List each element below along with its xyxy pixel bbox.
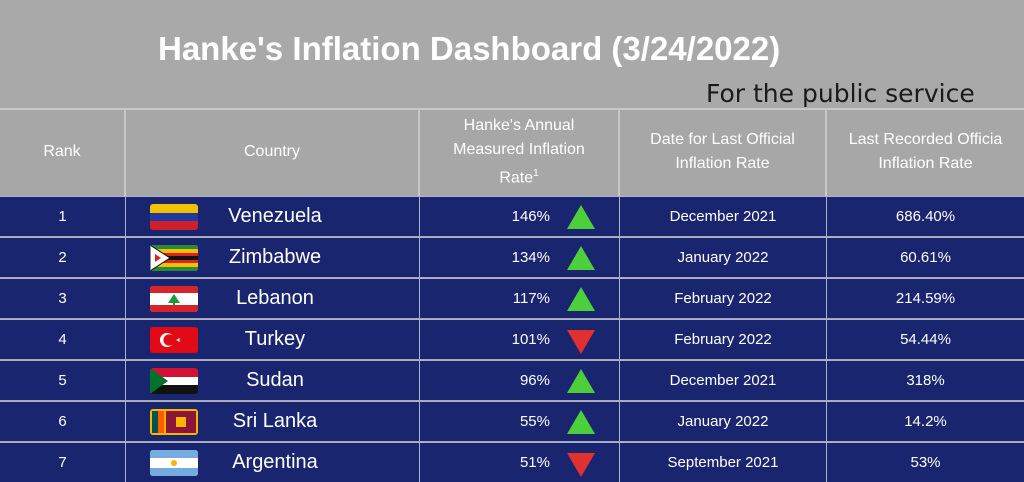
country-cell xyxy=(126,197,420,236)
hanke-rate-value: 101% xyxy=(511,331,550,348)
country-name: Zimbabwe xyxy=(228,246,322,268)
venezuela-flag-icon xyxy=(150,204,198,230)
date-cell: December 2021 xyxy=(620,197,827,236)
official-rate-cell: 53% xyxy=(910,454,941,471)
official-rate-cell: 318% xyxy=(906,372,945,389)
date-cell: January 2022 xyxy=(620,238,827,277)
date-cell: December 2021 xyxy=(620,361,827,400)
header-official-line2: Inflation Rate xyxy=(878,155,973,172)
country-name: Sri Lanka xyxy=(232,410,318,432)
hanke-rate-value: 55% xyxy=(519,413,550,430)
header-country: Country xyxy=(126,108,420,196)
official-rate-cell: 214.59% xyxy=(895,290,956,307)
hanke-rate-cell xyxy=(420,197,620,236)
country-name: Lebanon xyxy=(236,287,314,309)
trend-up-icon xyxy=(567,246,595,270)
country-cell xyxy=(126,361,420,400)
trend-down-icon xyxy=(567,330,595,354)
date-cell: February 2022 xyxy=(620,320,827,359)
rank-cell: 3 xyxy=(0,279,126,318)
table-row: 7 Argentina 51% September 2021 53% xyxy=(0,442,1024,482)
table-row: 3 Lebanon 117% February 2022 214.59% xyxy=(0,278,1024,318)
footnote-marker: 1 xyxy=(533,167,539,179)
hanke-rate-cell xyxy=(420,443,620,482)
hanke-rate-cell xyxy=(420,238,620,277)
rank-cell: 5 xyxy=(0,361,126,400)
rank-cell: 6 xyxy=(0,402,126,441)
official-rate-cell: 54.44% xyxy=(900,331,951,348)
header-date-line1: Date for Last Official xyxy=(650,131,795,148)
hanke-rate-value: 51% xyxy=(519,454,550,471)
hanke-rate-value: 117% xyxy=(512,290,550,307)
table-row: 4 Turkey 101% February 2022 54.44% xyxy=(0,319,1024,359)
header-date: Date for Last Official Inflation Rate xyxy=(620,108,827,196)
table-row: 1 Venezuela 146% December 2021 686.40% xyxy=(0,196,1024,236)
rank-cell: 4 xyxy=(0,320,126,359)
hanke-rate-cell xyxy=(420,361,620,400)
header-hanke-line2: Measured Inflation xyxy=(453,140,585,158)
header-official-rate: Last Recorded Officia Inflation Rate xyxy=(827,108,1024,196)
header-rank: Rank xyxy=(0,108,126,196)
country-cell xyxy=(126,320,420,359)
country-name: Turkey xyxy=(244,328,306,350)
table-header-row xyxy=(0,108,1024,196)
official-rate-cell: 686.40% xyxy=(895,208,956,225)
trend-down-icon xyxy=(567,453,595,477)
hanke-rate-value: 134% xyxy=(511,249,550,266)
rank-cell: 1 xyxy=(0,197,126,236)
zimbabwe-flag-icon xyxy=(150,245,198,271)
turkey-flag-icon xyxy=(150,327,198,353)
official-rate-cell: 60.61% xyxy=(900,249,951,266)
table-row: 5 Sudan 96% December 2021 318% xyxy=(0,360,1024,400)
header-hanke-rate: Hanke's Annual Measured Inflation Rate1 xyxy=(420,108,620,196)
country-cell xyxy=(126,402,420,441)
country-cell xyxy=(126,279,420,318)
trend-up-icon xyxy=(567,287,595,311)
country-cell xyxy=(126,238,420,277)
hanke-rate-cell xyxy=(420,279,620,318)
header-official-line1: Last Recorded Officia xyxy=(848,131,1003,148)
country-cell xyxy=(126,443,420,482)
country-name: Sudan xyxy=(246,369,304,391)
date-cell: January 2022 xyxy=(620,402,827,441)
page-subtitle: For the public service xyxy=(706,79,975,108)
hanke-rate-value: 96% xyxy=(519,372,550,389)
trend-up-icon xyxy=(567,410,595,434)
rank-cell: 7 xyxy=(0,443,126,482)
trend-up-icon xyxy=(567,369,595,393)
trend-up-icon xyxy=(567,205,595,229)
date-cell: February 2022 xyxy=(620,279,827,318)
hanke-rate-cell xyxy=(420,320,620,359)
header-date-line2: Inflation Rate xyxy=(675,155,770,172)
date-cell: September 2021 xyxy=(620,443,827,482)
sudan-flag-icon xyxy=(150,368,198,394)
official-rate-cell: 14.2% xyxy=(904,413,947,430)
page-title: Hanke's Inflation Dashboard (3/24/2022) xyxy=(158,30,781,67)
argentina-flag-icon xyxy=(150,450,198,476)
lebanon-flag-icon xyxy=(150,286,198,312)
sri-lanka-flag-icon xyxy=(150,409,198,435)
country-name: Venezuela xyxy=(228,205,322,227)
rank-cell: 2 xyxy=(0,238,126,277)
table-row: 6 Sri Lanka 55% January 2022 14.2% xyxy=(0,401,1024,441)
hanke-rate-cell xyxy=(420,402,620,441)
header-hanke-line3: Rate1 xyxy=(499,167,539,187)
country-name: Argentina xyxy=(232,451,318,473)
header-hanke-line1: Hanke's Annual xyxy=(463,116,575,134)
table-row: 2 Zimbabwe 134% January 2022 60.61% xyxy=(0,237,1024,277)
hanke-rate-value: 146% xyxy=(511,208,550,225)
